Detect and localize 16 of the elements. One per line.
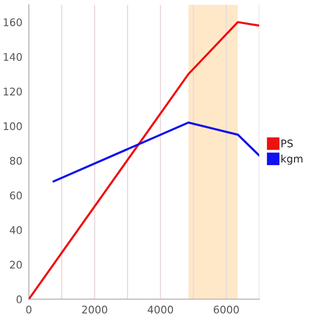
- y-tick-label: 40: [10, 226, 22, 234]
- y-tick-label: 100: [4, 122, 22, 130]
- x-tick-label: 4000: [148, 306, 174, 314]
- y-tick-label: 60: [10, 192, 22, 200]
- legend-label: PS: [281, 140, 293, 148]
- y-tick-label: 140: [4, 52, 22, 61]
- legend-label: kgm: [281, 154, 302, 165]
- x-tick-label: 0: [26, 306, 32, 314]
- x-tick-label: 2000: [82, 306, 108, 314]
- y-tick-label: 120: [4, 88, 22, 96]
- y-tick-label: 80: [10, 156, 22, 165]
- x-tick-label: 6000: [214, 306, 239, 314]
- y-tick-label: 20: [10, 260, 22, 269]
- line-series: [52, 122, 260, 182]
- y-tick-label: 0: [16, 295, 22, 304]
- y-tick-label: 160: [4, 18, 22, 26]
